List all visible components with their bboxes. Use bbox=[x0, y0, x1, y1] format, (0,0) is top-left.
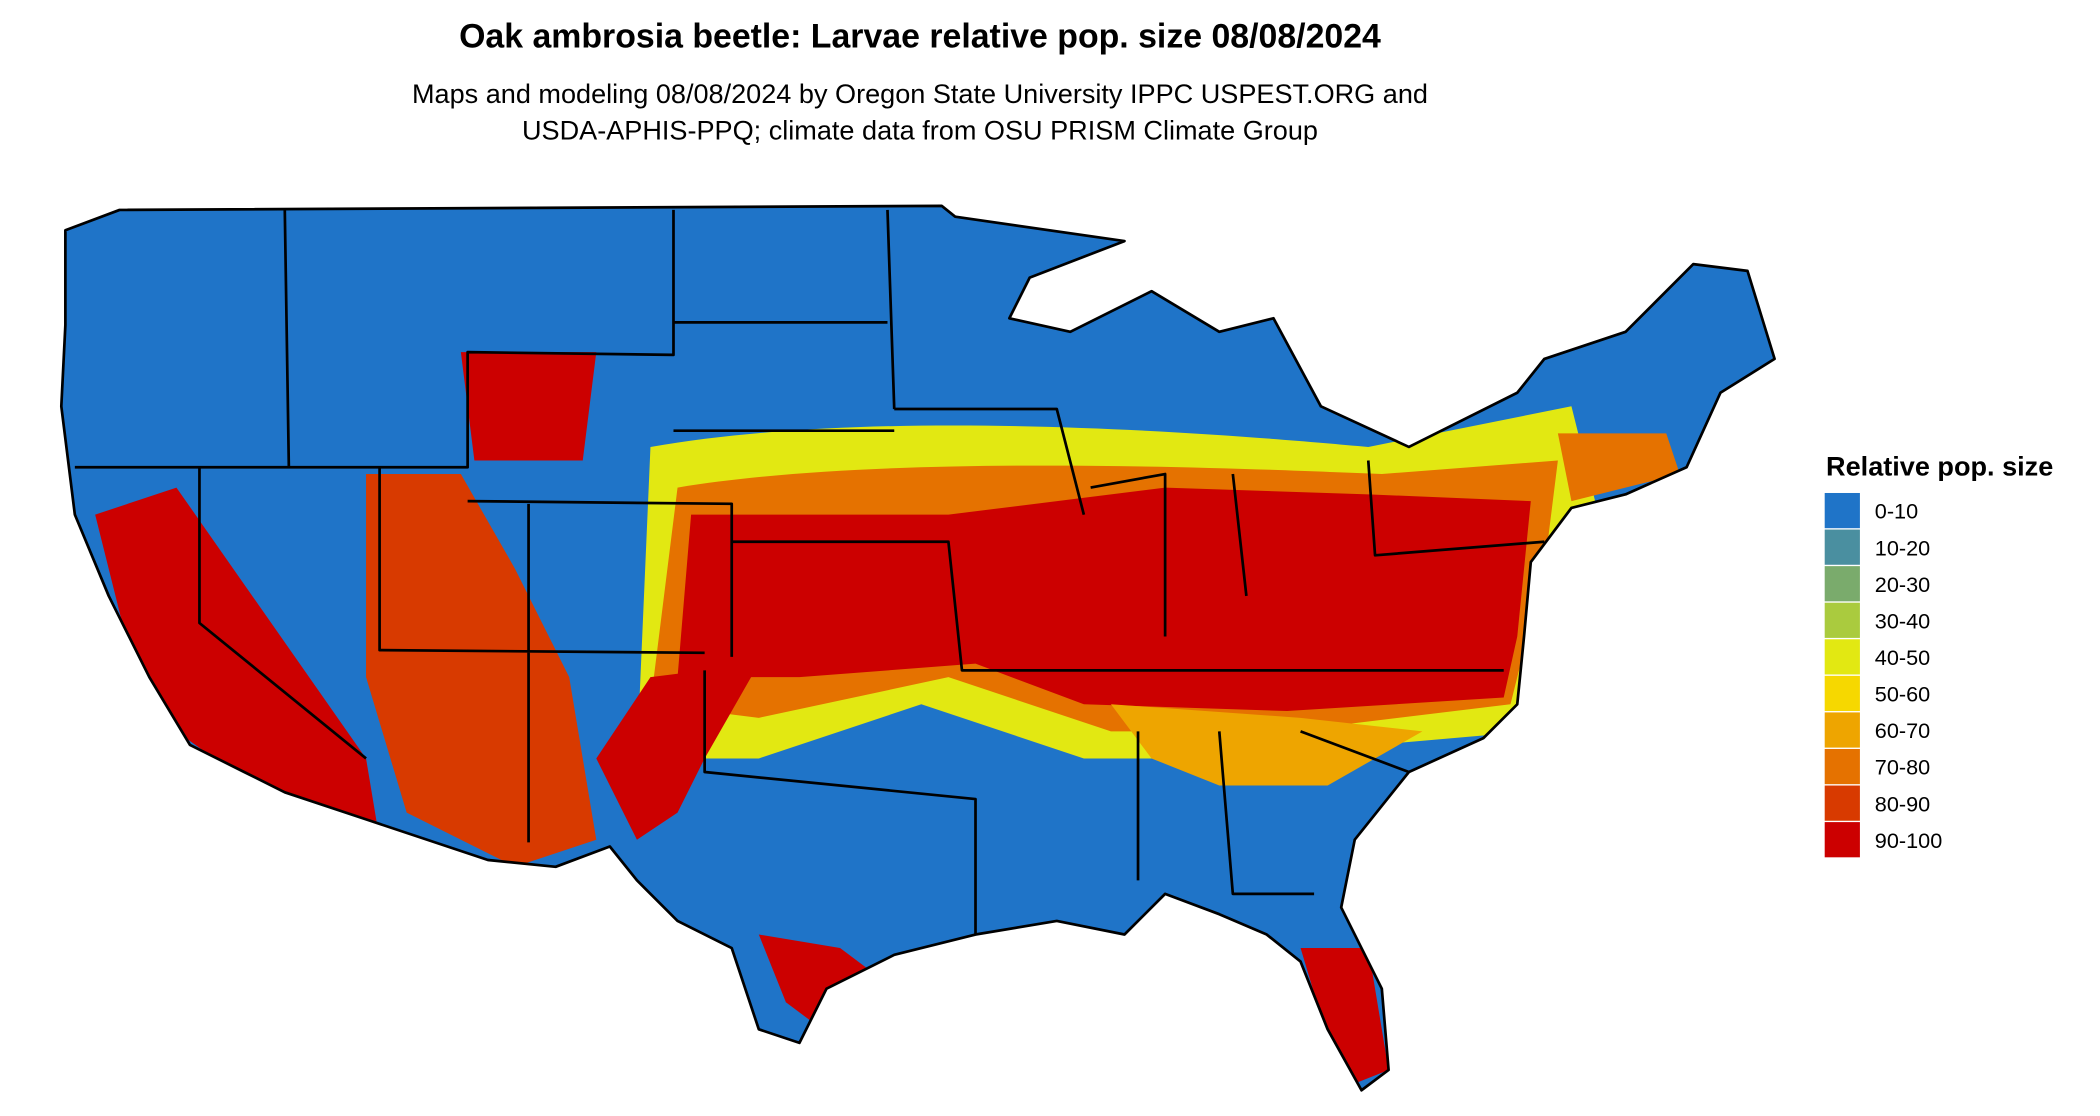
legend-title: Relative pop. size bbox=[1826, 450, 2053, 481]
legend-label: 0-10 bbox=[1875, 499, 1918, 524]
legend-swatch bbox=[1824, 748, 1860, 785]
legend-label: 50-60 bbox=[1875, 682, 1930, 707]
subtitle: USDA-APHIS-PPQ; climate data from OSU PR… bbox=[522, 115, 1318, 146]
state-borders bbox=[59, 204, 1776, 1092]
legend-swatch bbox=[1824, 822, 1860, 858]
legend-label: 30-40 bbox=[1875, 608, 1930, 633]
legend-label: 90-100 bbox=[1875, 828, 1942, 853]
legend-label: 10-20 bbox=[1875, 535, 1930, 560]
legend-swatch bbox=[1824, 785, 1860, 821]
map-raster bbox=[61, 205, 1775, 1091]
legend: 0-10 10-20 20-30 30-40 40-50 50-60 60-70 70-80 8… bbox=[1824, 492, 1942, 858]
legend-label: 40-50 bbox=[1875, 645, 1930, 670]
legend-label: 20-30 bbox=[1875, 572, 1930, 597]
legend-label: 70-80 bbox=[1875, 755, 1930, 780]
legend-swatch bbox=[1824, 712, 1860, 748]
legend-swatch bbox=[1824, 529, 1860, 565]
legend-swatch bbox=[1824, 639, 1860, 675]
title: Oak ambrosia beetle: Larvae relative pop… bbox=[459, 17, 1381, 55]
legend-swatch bbox=[1824, 566, 1860, 602]
subtitle: Maps and modeling 08/08/2024 by Oregon S… bbox=[412, 78, 1428, 109]
legend-swatch bbox=[1824, 602, 1860, 638]
legend-label: 80-90 bbox=[1875, 791, 1930, 816]
legend-swatch bbox=[1824, 675, 1860, 712]
legend-label: 60-70 bbox=[1875, 718, 1930, 743]
legend-swatch bbox=[1824, 492, 1860, 529]
